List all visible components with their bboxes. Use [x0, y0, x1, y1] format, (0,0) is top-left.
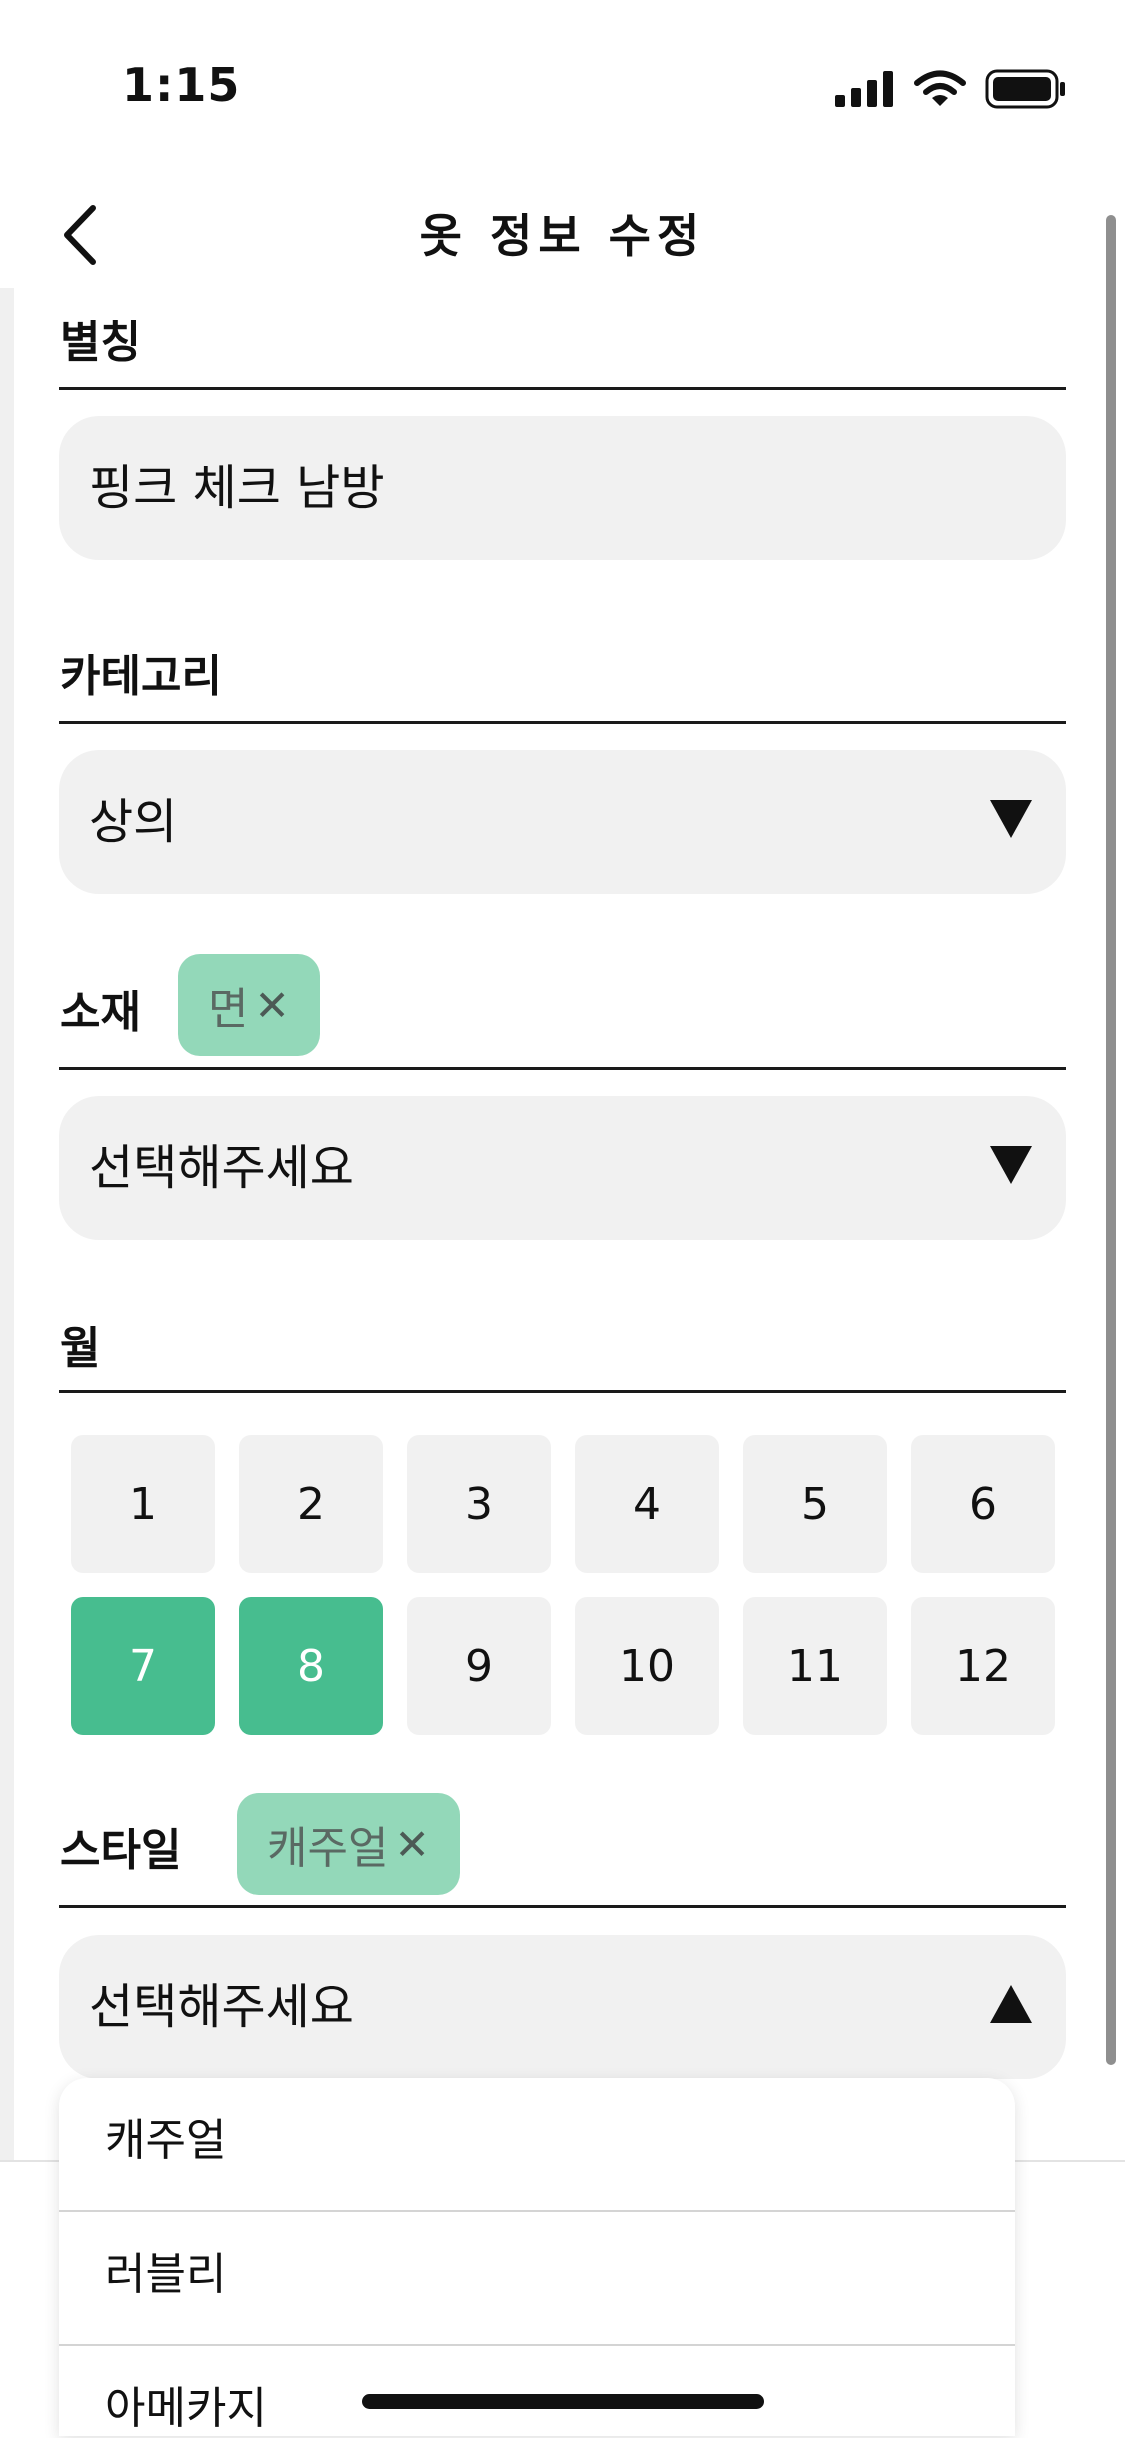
- triangle-down-icon: [990, 1146, 1032, 1184]
- battery-icon: [985, 69, 1065, 109]
- style-chip[interactable]: 캐주얼 ✕: [237, 1793, 460, 1895]
- month-option-9[interactable]: 9: [407, 1597, 551, 1735]
- material-chip[interactable]: 면 ✕: [178, 954, 320, 1056]
- category-label: 카테고리: [60, 651, 222, 702]
- style-option-label: 러블리: [105, 2249, 227, 2300]
- triangle-up-icon: [990, 1985, 1032, 2023]
- nickname-value: 핑크 체크 남방: [89, 460, 385, 516]
- wifi-icon: [914, 70, 966, 106]
- close-icon[interactable]: ✕: [254, 980, 290, 1030]
- month-option-6[interactable]: 6: [911, 1435, 1055, 1573]
- style-option-label: 캐주얼: [105, 2115, 227, 2166]
- style-select[interactable]: 선택해주세요: [59, 1935, 1066, 2079]
- style-option-casual[interactable]: 캐주얼: [59, 2078, 1015, 2214]
- month-option-7[interactable]: 7: [71, 1597, 215, 1735]
- status-bar: 1:15: [0, 0, 1125, 180]
- style-placeholder: 선택해주세요: [89, 1979, 354, 2035]
- page-title: 옷 정보 수정: [419, 209, 706, 263]
- month-label: 월: [60, 1323, 101, 1374]
- signal-icon: [835, 71, 893, 107]
- month-divider: [59, 1390, 1066, 1393]
- month-option-11[interactable]: 11: [743, 1597, 887, 1735]
- month-option-12[interactable]: 12: [911, 1597, 1055, 1735]
- style-dropdown-menu: 캐주얼 러블리 아메카지: [59, 2078, 1015, 2436]
- dropdown-divider: [59, 2344, 1015, 2346]
- month-option-8[interactable]: 8: [239, 1597, 383, 1735]
- triangle-down-icon: [990, 800, 1032, 838]
- dropdown-divider: [59, 2210, 1015, 2212]
- nickname-divider: [59, 387, 1066, 390]
- status-icons: [835, 66, 1067, 112]
- material-select[interactable]: 선택해주세요: [59, 1096, 1066, 1240]
- month-option-1[interactable]: 1: [71, 1435, 215, 1573]
- style-divider: [59, 1905, 1066, 1908]
- style-option-amekaji[interactable]: 아메카지: [59, 2346, 1015, 2436]
- material-chip-label: 면: [208, 984, 249, 1035]
- chevron-left-icon: [64, 205, 96, 265]
- month-option-4[interactable]: 4: [575, 1435, 719, 1573]
- left-edge-strip: [0, 288, 14, 2163]
- month-option-5[interactable]: 5: [743, 1435, 887, 1573]
- scrollbar[interactable]: [1106, 215, 1116, 2065]
- style-option-lovely[interactable]: 러블리: [59, 2212, 1015, 2348]
- home-indicator: [362, 2394, 764, 2409]
- month-option-2[interactable]: 2: [239, 1435, 383, 1573]
- material-label: 소재: [60, 987, 141, 1038]
- close-icon[interactable]: ✕: [394, 1819, 430, 1869]
- month-option-3[interactable]: 3: [407, 1435, 551, 1573]
- style-label: 스타일: [60, 1825, 182, 1876]
- category-select[interactable]: 상의: [59, 750, 1066, 894]
- material-divider: [59, 1067, 1066, 1070]
- material-placeholder: 선택해주세요: [89, 1140, 354, 1196]
- back-button[interactable]: [44, 200, 114, 270]
- nickname-input[interactable]: 핑크 체크 남방: [59, 416, 1066, 560]
- category-value: 상의: [89, 794, 178, 850]
- nav-bar: 옷 정보 수정: [0, 180, 1125, 290]
- style-option-label: 아메카지: [105, 2383, 267, 2434]
- category-divider: [59, 721, 1066, 724]
- month-option-10[interactable]: 10: [575, 1597, 719, 1735]
- nickname-label: 별칭: [60, 317, 141, 368]
- status-time: 1:15: [122, 58, 241, 112]
- style-chip-label: 캐주얼: [267, 1823, 389, 1874]
